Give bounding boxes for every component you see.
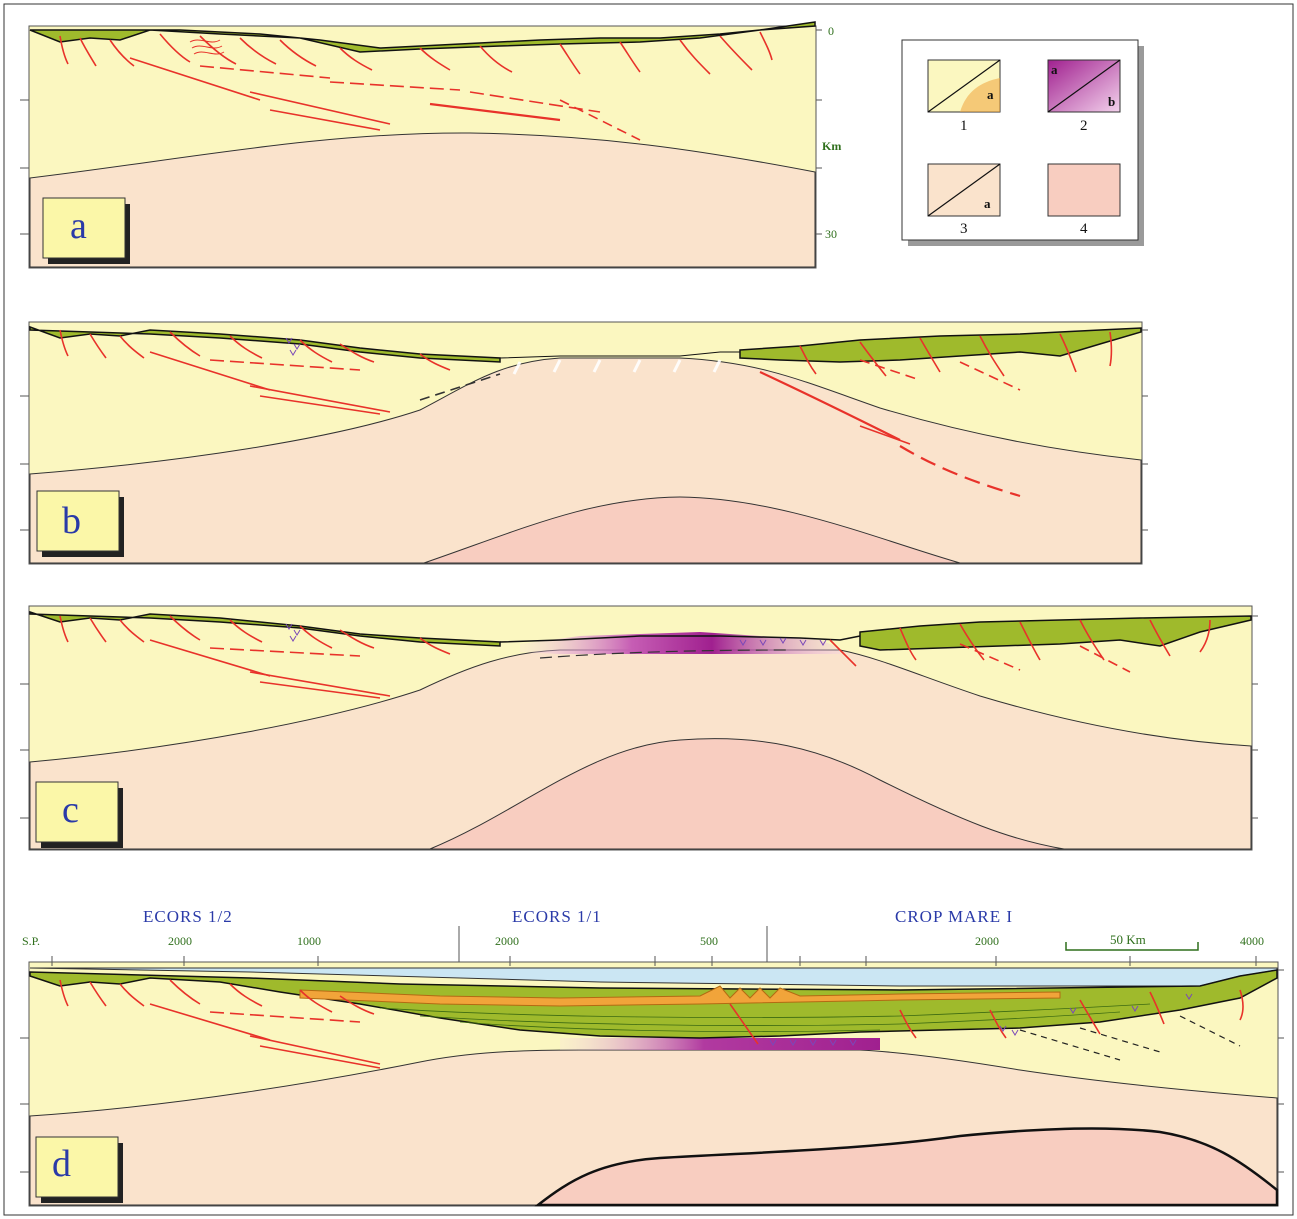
depth-axis-unit: Km [822, 139, 841, 153]
legend-1-sub-a: a [987, 87, 994, 102]
panel-c-seafloor [499, 635, 861, 643]
shot-point-1000: 1000 [297, 934, 321, 948]
profile-name-crop-mare-i: CROP MARE I [895, 907, 1013, 926]
panel-d-oceanic-crust [560, 1038, 880, 1050]
panel-d: ECORS 1/2 ECORS 1/1 CROP MARE I S.P. 200… [20, 907, 1284, 1207]
panel-b-sediment-right [739, 327, 1142, 363]
legend-swatch-4 [1047, 163, 1121, 217]
panel-b-volcanics [285, 337, 301, 356]
legend-4-number: 4 [1080, 221, 1088, 237]
panel-d-dashed-faults [1019, 1015, 1241, 1061]
shot-point-2000-c: 2000 [975, 934, 999, 948]
panel-c-letter: c [62, 789, 79, 831]
profile-name-ecors-1-2: ECORS 1/2 [143, 907, 233, 926]
profile-dividers [458, 926, 768, 962]
panel-b-lower-crust [29, 357, 1142, 564]
legend-2-sub-b: b [1108, 94, 1115, 109]
panel-d-volcanics [769, 993, 1193, 1046]
depth-axis-zero: 0 [828, 24, 834, 38]
legend-swatch-1-fold [960, 78, 1000, 112]
panel-b-ticks [20, 329, 1148, 531]
panel-d-faults [59, 979, 1244, 1069]
legend: a 1 a b 2 a 3 4 [901, 39, 1144, 246]
panel-c-faults [59, 615, 1211, 699]
panel-a-fold-pattern [189, 39, 225, 55]
depth-axis [20, 29, 822, 235]
panel-c-moho-dash [539, 649, 791, 659]
shot-point-2000-a: 2000 [168, 934, 192, 948]
panel-a-letter: a [70, 205, 87, 247]
panel-b-mantle [423, 496, 961, 564]
panel-c-volcanics [285, 623, 827, 646]
legend-3-number: 3 [960, 221, 968, 237]
panel-a-lower-crust [29, 132, 816, 268]
panel-b-faults [59, 329, 1113, 498]
panel-d-salt-layer [299, 985, 1061, 1007]
panel-c: c [20, 605, 1258, 851]
panel-a-sediment [29, 21, 816, 53]
shot-point-2000-b: 2000 [495, 934, 519, 948]
profile-name-ecors-1-1: ECORS 1/1 [512, 907, 602, 926]
scale-bar-label: 50 Km [1110, 932, 1146, 947]
scale-bar [1065, 942, 1199, 951]
panel-d-top-ticks [51, 956, 1257, 966]
panel-d-label-box [35, 1136, 119, 1198]
panel-b-rift-hatching [512, 359, 722, 375]
panel-d-letter: d [52, 1143, 71, 1185]
panel-a-faults [59, 31, 773, 141]
panel-d-stratigraphy [379, 1003, 1151, 1032]
legend-1-number: 1 [960, 118, 968, 134]
panel-c-sediment-left [29, 610, 501, 647]
panel-b: b [20, 321, 1148, 565]
shot-point-4000: 4000 [1240, 934, 1264, 948]
panel-c-label-box [35, 781, 119, 843]
panel-d-ticks [20, 969, 1284, 1173]
shot-point-500: 500 [700, 934, 718, 948]
legend-3-sub-a: a [984, 196, 991, 211]
depth-axis-thirty: 30 [825, 227, 837, 241]
panel-a-label-box [42, 197, 126, 259]
panel-b-letter: b [62, 500, 81, 542]
figure-frame [3, 3, 1294, 1216]
panel-c-mantle [429, 738, 1065, 850]
panel-b-seafloor [499, 351, 740, 359]
panel-c-ticks [20, 615, 1258, 819]
legend-2-sub-a: a [1051, 62, 1058, 77]
panel-a: a 0 Km 30 [20, 21, 841, 269]
panel-b-label-box [36, 490, 120, 552]
panel-d-mantle [534, 1127, 1279, 1207]
shot-point-label: S.P. [22, 934, 40, 948]
legend-2-number: 2 [1080, 118, 1088, 134]
panel-b-sediment-left [29, 325, 501, 363]
